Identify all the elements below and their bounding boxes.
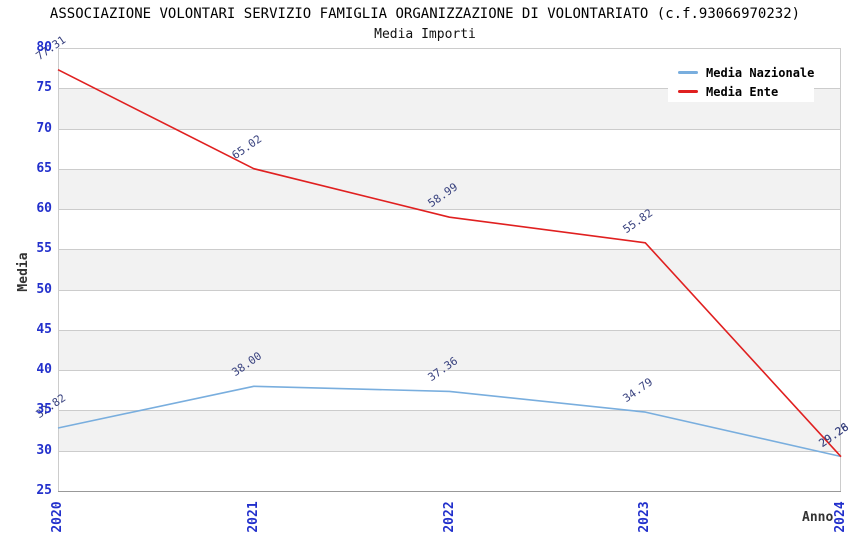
legend-swatch-line-icon — [678, 90, 698, 93]
y-tick-label: 30 — [36, 442, 52, 458]
legend-item-media-ente: Media Ente — [668, 82, 814, 101]
x-tick-label: 2020 — [50, 501, 65, 533]
gridline — [58, 129, 841, 130]
x-tick-label: 2021 — [245, 501, 261, 533]
gridline — [58, 169, 841, 170]
y-tick-label: 65 — [36, 160, 52, 176]
plot-border-right — [840, 48, 841, 491]
plot-border-left — [58, 48, 59, 491]
y-tick-label: 75 — [36, 80, 52, 96]
y-tick-label: 80 — [36, 40, 52, 55]
legend-swatch-line-icon — [678, 71, 698, 74]
y-tick-label: 70 — [36, 120, 52, 136]
legend-label: Media Nazionale — [706, 65, 815, 80]
y-tick-label: 40 — [36, 362, 52, 378]
y-tick-label: 35 — [36, 402, 52, 418]
y-tick-label: 55 — [36, 241, 52, 257]
series-line-media-nazionale — [57, 385, 842, 458]
gridline — [58, 370, 841, 371]
legend-label: Media Ente — [706, 84, 779, 99]
legend: Media Nazionale Media Ente — [668, 57, 814, 102]
gridline — [58, 330, 841, 331]
plot-band — [58, 168, 841, 210]
y-tick-label: 45 — [36, 321, 52, 337]
plot-band — [58, 249, 841, 290]
x-tick-label: 2024 — [833, 501, 848, 533]
gridline — [58, 88, 841, 89]
y-tick-label: 25 — [36, 483, 52, 498]
gridline — [58, 209, 841, 210]
gridline — [58, 410, 841, 411]
y-tick-label: 60 — [36, 201, 52, 217]
series-lines — [57, 68, 842, 458]
plot-band — [58, 329, 841, 371]
x-axis-line — [58, 491, 841, 492]
chart-title: ASSOCIAZIONE VOLONTARI SERVIZIO FAMIGLIA… — [49, 6, 801, 22]
gridline — [58, 290, 841, 291]
legend-item-media-nazionale: Media Nazionale — [668, 63, 814, 82]
x-tick-label: 2023 — [637, 501, 653, 533]
y-axis-title: Media — [16, 252, 31, 292]
plot-band — [58, 410, 841, 451]
y-tick-label: 50 — [36, 281, 52, 297]
gridline — [58, 451, 841, 452]
gridline — [58, 48, 841, 49]
x-tick-label: 2022 — [441, 501, 457, 533]
chart-subtitle: Media Importi — [374, 27, 476, 42]
plot-area: 32.82 38.00 37.36 34.79 29.28 77.31 65.02 58.99… — [34, 33, 850, 492]
gridline — [58, 249, 841, 250]
series-line-media-ente — [57, 68, 842, 458]
x-axis-title: Anno — [802, 510, 834, 525]
